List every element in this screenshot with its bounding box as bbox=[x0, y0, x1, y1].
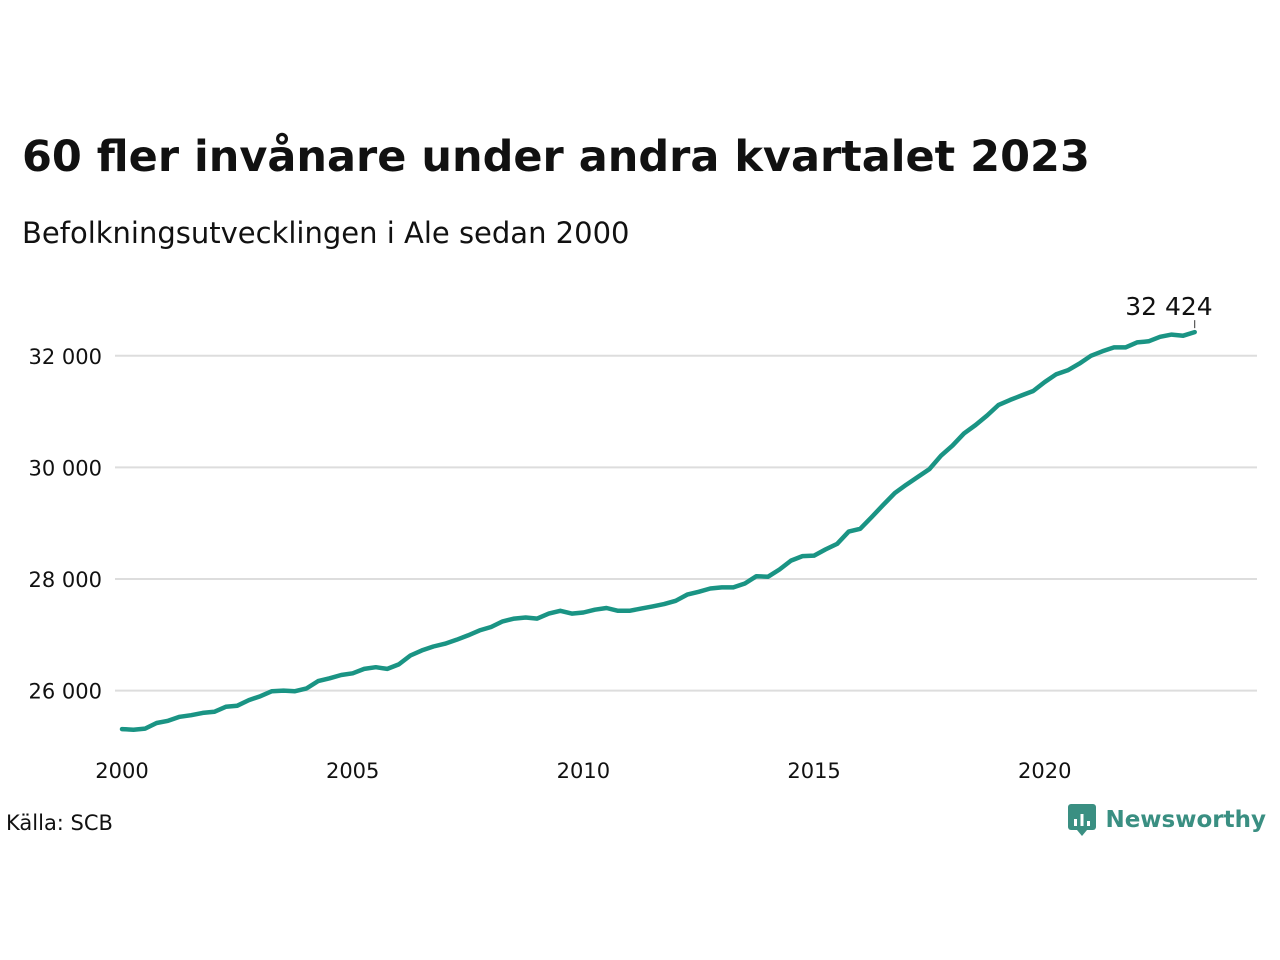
chart-title: 60 fler invånare under andra kvartalet 2… bbox=[22, 132, 1090, 182]
x-tick-label: 2000 bbox=[95, 759, 148, 783]
line-chart: 26 000 28 000 30 000 32 000 2000 2005 2010 201… bbox=[29, 292, 1257, 783]
brand-logo[interactable]: Newsworthy bbox=[1067, 803, 1266, 837]
x-tick-label: 2020 bbox=[1018, 759, 1071, 783]
chart-subtitle: Befolkningsutvecklingen i Ale sedan 2000 bbox=[22, 216, 630, 250]
x-tick-label: 2005 bbox=[326, 759, 379, 783]
newsworthy-logo-icon bbox=[1068, 804, 1097, 836]
last-value-label: 32 424 bbox=[1125, 292, 1212, 321]
brand-name: Newsworthy bbox=[1105, 807, 1266, 833]
y-tick-label: 26 000 bbox=[29, 680, 102, 704]
y-tick-label: 28 000 bbox=[29, 568, 102, 592]
x-tick-label: 2015 bbox=[787, 759, 840, 783]
x-axis-tick-labels: 2000 2005 2010 2015 2020 bbox=[95, 759, 1071, 783]
y-tick-label: 30 000 bbox=[29, 456, 102, 480]
grid-lines bbox=[115, 354, 1257, 692]
series-layer bbox=[119, 329, 1197, 732]
annotation-layer: 32 424 bbox=[1125, 292, 1213, 329]
y-axis-tick-labels: 26 000 28 000 30 000 32 000 bbox=[29, 345, 102, 704]
x-tick-label: 2010 bbox=[557, 759, 610, 783]
series-line bbox=[119, 329, 1197, 732]
source-note: Källa: SCB bbox=[6, 811, 113, 835]
y-tick-label: 32 000 bbox=[29, 345, 102, 369]
